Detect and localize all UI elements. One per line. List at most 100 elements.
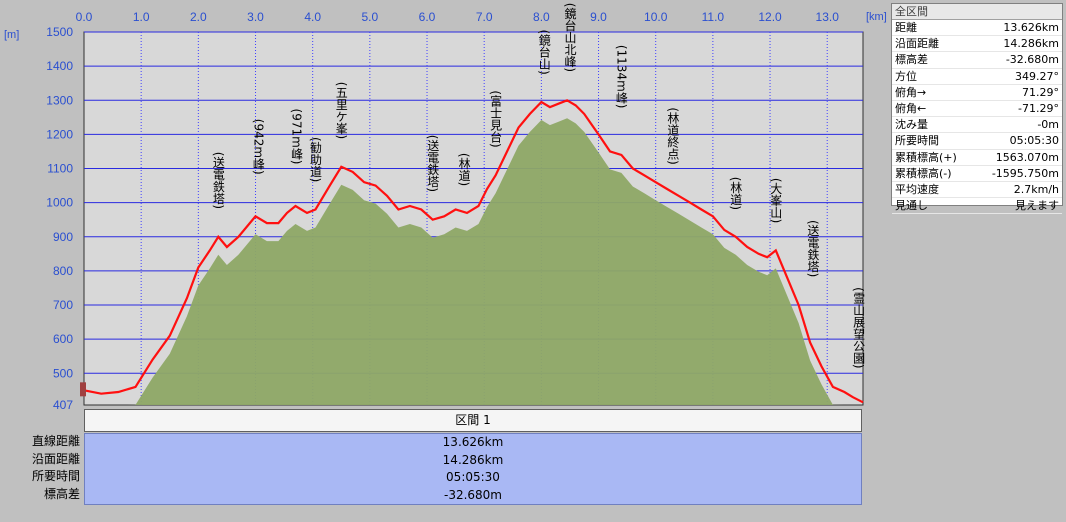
start-marker (80, 382, 86, 397)
y-tick-label: 407 (53, 398, 73, 412)
x-tick-label: 9.0 (590, 10, 607, 24)
summary-value: 13.626km (1003, 21, 1059, 34)
waypoint-label: (勧助道) (309, 137, 323, 182)
waypoint-label: (林道) (729, 177, 743, 210)
y-tick-label: 1100 (47, 162, 73, 176)
section-value: -32.680m (443, 487, 502, 502)
summary-row: 沈み量 -0m (892, 117, 1062, 134)
waypoint-label: (971m峰) (290, 109, 304, 165)
summary-value: -0m (1037, 118, 1059, 132)
summary-key: 沿面距離 (895, 37, 939, 51)
x-axis: 0.0 1.0 2.0 3.0 4.0 5.0 6.0 7.0 8.0 9.0 10.0 11.0 12… (76, 10, 840, 24)
waypoint-label: (林道) (457, 153, 471, 186)
section-labels: 直線距離沿面距離所要時間標高差 (0, 433, 80, 503)
summary-row: 平均速度 2.7km/h (892, 182, 1062, 199)
section-label: 所要時間 (31, 469, 80, 483)
x-tick-label: 8.0 (533, 10, 550, 24)
summary-value: 2.7km/h (1013, 182, 1059, 196)
y-tick-label: 800 (53, 264, 73, 278)
y-axis-unit: [m] (4, 29, 19, 41)
summary-value: -32.680m (1005, 53, 1059, 67)
waypoint-label: (鏡台山) (537, 29, 551, 74)
y-tick-label: 1500 (46, 25, 73, 39)
summary-row: 見通し 見えます (892, 198, 1062, 215)
y-tick-label: 600 (53, 332, 73, 346)
x-tick-label: 11.0 (702, 10, 725, 24)
y-tick-label: 900 (53, 230, 73, 244)
summary-key: 沈み量 (895, 118, 928, 132)
summary-key: 俯角← (895, 101, 927, 115)
y-tick-label: 700 (53, 298, 73, 312)
waypoint-label: (1134m峰) (614, 45, 628, 109)
summary-row: 距離 13.626km (892, 20, 1062, 37)
summary-row: 方位 349.27° (892, 69, 1062, 85)
summary-value: 1563.070m (995, 150, 1059, 164)
waypoint-labels: (送電鉄塔) (942m峰) (971m峰) (勧助道) (五里ケ峯) (送電鉄塔) (林道… (211, 3, 865, 369)
terrain-fill (84, 118, 863, 406)
section-header[interactable]: 区間 1 (84, 409, 862, 432)
x-tick-label: 13.0 (816, 10, 840, 24)
waypoint-label: (鏡台山北峰) (563, 3, 577, 72)
x-axis-unit: [km] (866, 11, 887, 23)
waypoint-label: (五里ケ峯) (334, 82, 348, 139)
section-label: 沿面距離 (31, 451, 80, 466)
summary-key: 所要時間 (895, 134, 939, 148)
summary-title: 全区間 (892, 4, 1062, 20)
y-tick-label: 1300 (46, 93, 73, 107)
summary-key: 標高差 (895, 53, 928, 67)
summary-value: 見えます (1015, 199, 1059, 213)
waypoint-label: (林道終点) (666, 107, 680, 164)
waypoint-label: (霊山展望公園) (852, 287, 866, 368)
profile-area (80, 99, 864, 406)
section-value: 13.626km (442, 435, 504, 449)
waypoint-label: (富士見台) (489, 90, 503, 147)
waypoint-label: (送電鉄塔) (806, 220, 820, 277)
summary-key: 累積標高(-) (895, 166, 952, 180)
section-value: 14.286km (442, 452, 504, 467)
summary-row: 俯角← -71.29° (892, 101, 1062, 118)
profile-line (83, 99, 864, 404)
x-tick-label: 6.0 (419, 10, 436, 24)
summary-row: 所要時間 05:05:30 (892, 133, 1062, 150)
summary-value: -71.29° (1018, 101, 1059, 115)
section-value: 05:05:30 (446, 470, 500, 484)
waypoint-label: (大峯山) (769, 178, 783, 223)
y-tick-label: 500 (53, 366, 73, 380)
y-tick-label: 1000 (46, 196, 73, 210)
waypoint-label: (送電鉄塔) (211, 152, 225, 209)
summary-value: 14.286km (1003, 37, 1059, 51)
x-tick-label: 0.0 (76, 10, 93, 24)
x-tick-label: 4.0 (304, 10, 321, 24)
summary-panel: 全区間 距離 13.626km 沿面距離 14.286km 標高差 -32.680m 方位 3… (891, 3, 1063, 215)
section-values: 13.626km 14.286km 05:05:30 -32.680m (84, 433, 862, 505)
y-tick-label: 1400 (46, 59, 73, 73)
section-label: 標高差 (43, 486, 80, 501)
x-tick-label: 5.0 (362, 10, 379, 24)
x-tick-label: 3.0 (247, 10, 264, 24)
x-tick-label: 1.0 (133, 10, 150, 24)
waypoint-label: (942m峰) (251, 119, 265, 175)
summary-key: 見通し (895, 199, 928, 213)
summary-row: 俯角→ 71.29° (892, 85, 1062, 101)
summary-key: 距離 (895, 21, 917, 34)
summary-key: 方位 (895, 69, 917, 83)
x-tick-label: 2.0 (190, 10, 207, 24)
summary-rows: 距離 13.626km 沿面距離 14.286km 標高差 -32.680m 方位 349.2… (892, 20, 1062, 215)
summary-value: 05:05:30 (1009, 134, 1059, 148)
summary-key: 累積標高(+) (895, 150, 957, 164)
summary-key: 平均速度 (895, 182, 939, 196)
section-label: 直線距離 (31, 434, 80, 448)
waypoint-label: (送電鉄塔) (426, 135, 440, 192)
summary-row: 累積標高(-) -1595.750m (892, 166, 1062, 182)
summary-value: -1595.750m (991, 166, 1059, 180)
summary-value: 71.29° (1022, 85, 1059, 99)
y-axis: 1500 1400 1300 1200 1100 1000 900 800 700 600 500 4… (46, 25, 73, 412)
summary-row: 標高差 -32.680m (892, 52, 1062, 69)
summary-value: 349.27° (1015, 69, 1059, 83)
summary-row: 沿面距離 14.286km (892, 36, 1062, 53)
y-tick-label: 1200 (46, 127, 73, 141)
x-tick-label: 12.0 (758, 10, 782, 24)
x-tick-label: 10.0 (644, 10, 668, 24)
x-tick-label: 7.0 (476, 10, 493, 24)
